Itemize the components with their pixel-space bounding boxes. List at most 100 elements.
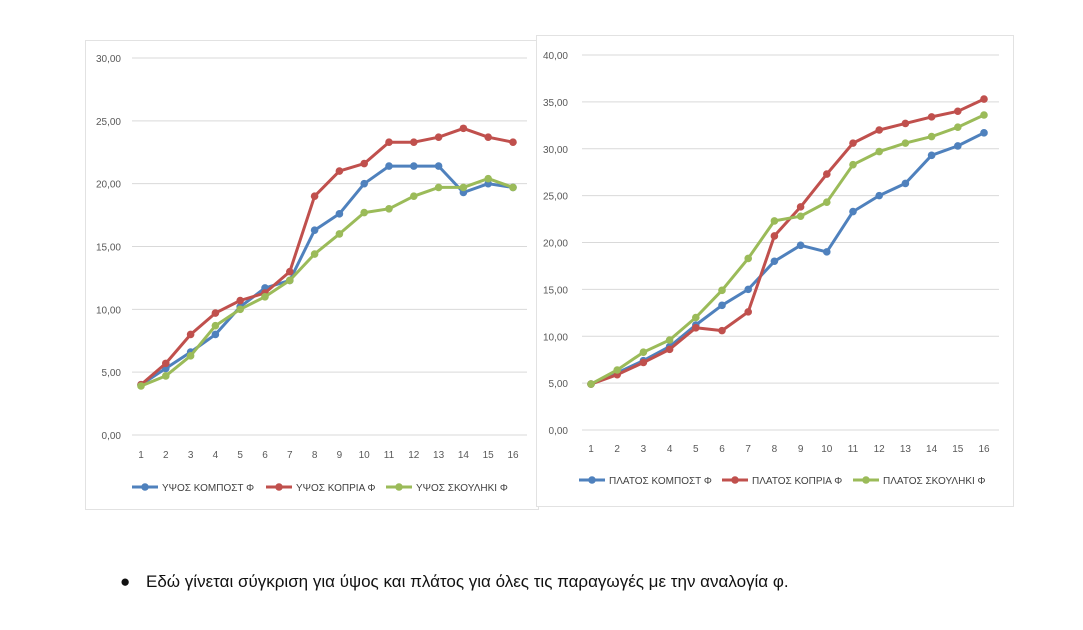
data-point [770,217,779,225]
data-point [718,286,726,295]
caption-line: ● Εδώ γίνεται σύγκριση για ύψος και πλάτο… [120,572,789,592]
x-tick-label: 3 [641,444,647,455]
data-point [509,138,517,146]
data-point [665,336,674,344]
data-point [770,232,779,240]
data-point [335,167,344,175]
x-tick-label: 11 [384,450,395,461]
x-tick-label: 8 [772,444,778,455]
data-point [211,330,220,339]
y-tick-label: 25,00 [543,192,568,203]
data-point [434,183,443,192]
x-tick-label: 7 [745,444,751,455]
y-tick-label: 40,00 [543,51,568,62]
x-tick-label: 15 [952,444,964,455]
data-point [335,230,344,238]
data-point [796,212,805,221]
data-point [901,139,910,147]
x-tick-label: 4 [213,450,219,461]
data-point [484,133,493,141]
legend-swatch-marker [588,476,596,484]
data-point [286,276,294,285]
data-point [236,296,244,305]
x-tick-label: 11 [848,444,859,455]
data-point [639,348,648,356]
y-tick-label: 25,00 [96,117,121,128]
data-point [954,142,962,150]
x-tick-label: 5 [693,444,699,455]
legend-label: ΥΨΟΣ ΚΟΜΠΟΣΤ Φ [162,483,254,494]
x-tick-label: 4 [667,444,673,455]
x-tick-label: 10 [821,444,833,455]
data-point [211,309,220,317]
data-point [459,124,468,133]
data-point [954,123,962,131]
legend-swatch-marker [275,483,283,491]
data-point [744,308,752,316]
x-tick-label: 1 [588,444,594,455]
data-point [434,133,443,141]
data-point [162,359,170,368]
data-point [770,257,779,266]
legend-label: ΥΨΟΣ ΣΚΟΥΛΗΚΙ Φ [416,483,508,494]
series-line [589,131,986,386]
x-tick-label: 15 [483,450,495,461]
width-comparison-chart: 0,00 5,00 10,00 15,00 20,00 25,00 30,00 35,00 40… [536,35,1014,507]
y-tick-label: 30,00 [96,54,121,65]
data-point [980,129,988,137]
data-point [901,119,910,128]
x-tick-label: 13 [900,444,912,455]
y-tick-label: 10,00 [96,305,121,316]
series-line [139,164,515,387]
data-point [718,301,726,310]
data-point [509,183,517,192]
data-point [927,151,936,160]
data-point [692,313,700,322]
data-point [385,162,393,170]
y-tick-label: 0,00 [549,426,569,437]
data-point [360,159,369,168]
data-point [639,358,648,367]
data-point [410,162,418,170]
x-tick-label: 14 [458,450,470,461]
data-point [823,170,831,178]
x-tick-label: 1 [138,450,144,461]
x-tick-label: 3 [188,450,194,461]
width-chart-svg: 0,00 5,00 10,00 15,00 20,00 25,00 30,00 35,00 40… [543,51,999,487]
legend-label: ΥΨΟΣ ΚΟΠΡΙΑ Φ [296,483,375,494]
data-point [310,226,319,234]
caption-text: Εδώ γίνεται σύγκριση για ύψος και πλάτος… [146,572,789,591]
x-tick-label: 10 [359,450,371,461]
y-tick-label: 5,00 [549,379,569,390]
data-point [980,111,988,119]
x-tick-label: 16 [507,450,519,461]
data-point [385,205,393,213]
x-tick-label: 12 [874,444,886,455]
data-point [875,126,883,134]
x-tick-label: 16 [978,444,990,455]
height-comparison-chart: 0,00 5,00 10,00 15,00 20,00 25,00 30,00 1 2 3 4 5 6 7… [85,40,539,510]
data-point [186,352,195,360]
data-point [137,382,145,390]
data-point [901,179,910,188]
x-tick-label: 5 [237,450,243,461]
data-point [459,183,468,192]
data-point [927,132,936,141]
x-tick-label: 6 [719,444,725,455]
y-tick-label: 10,00 [543,332,568,343]
data-point [434,162,443,170]
data-point [286,267,294,276]
data-point [849,139,857,147]
data-point [310,192,319,201]
data-point [360,179,369,188]
data-point [744,254,752,263]
x-tick-label: 8 [312,450,318,461]
y-tick-label: 20,00 [543,239,568,250]
series-line [139,177,515,388]
legend-swatch-marker [731,476,739,484]
data-point [875,191,883,200]
data-point [587,380,595,388]
y-tick-label: 15,00 [543,285,568,296]
legend-label: ΠΛΑΤΟΣ ΚΟΠΡΙΑ Φ [752,476,842,487]
data-point [613,366,621,374]
